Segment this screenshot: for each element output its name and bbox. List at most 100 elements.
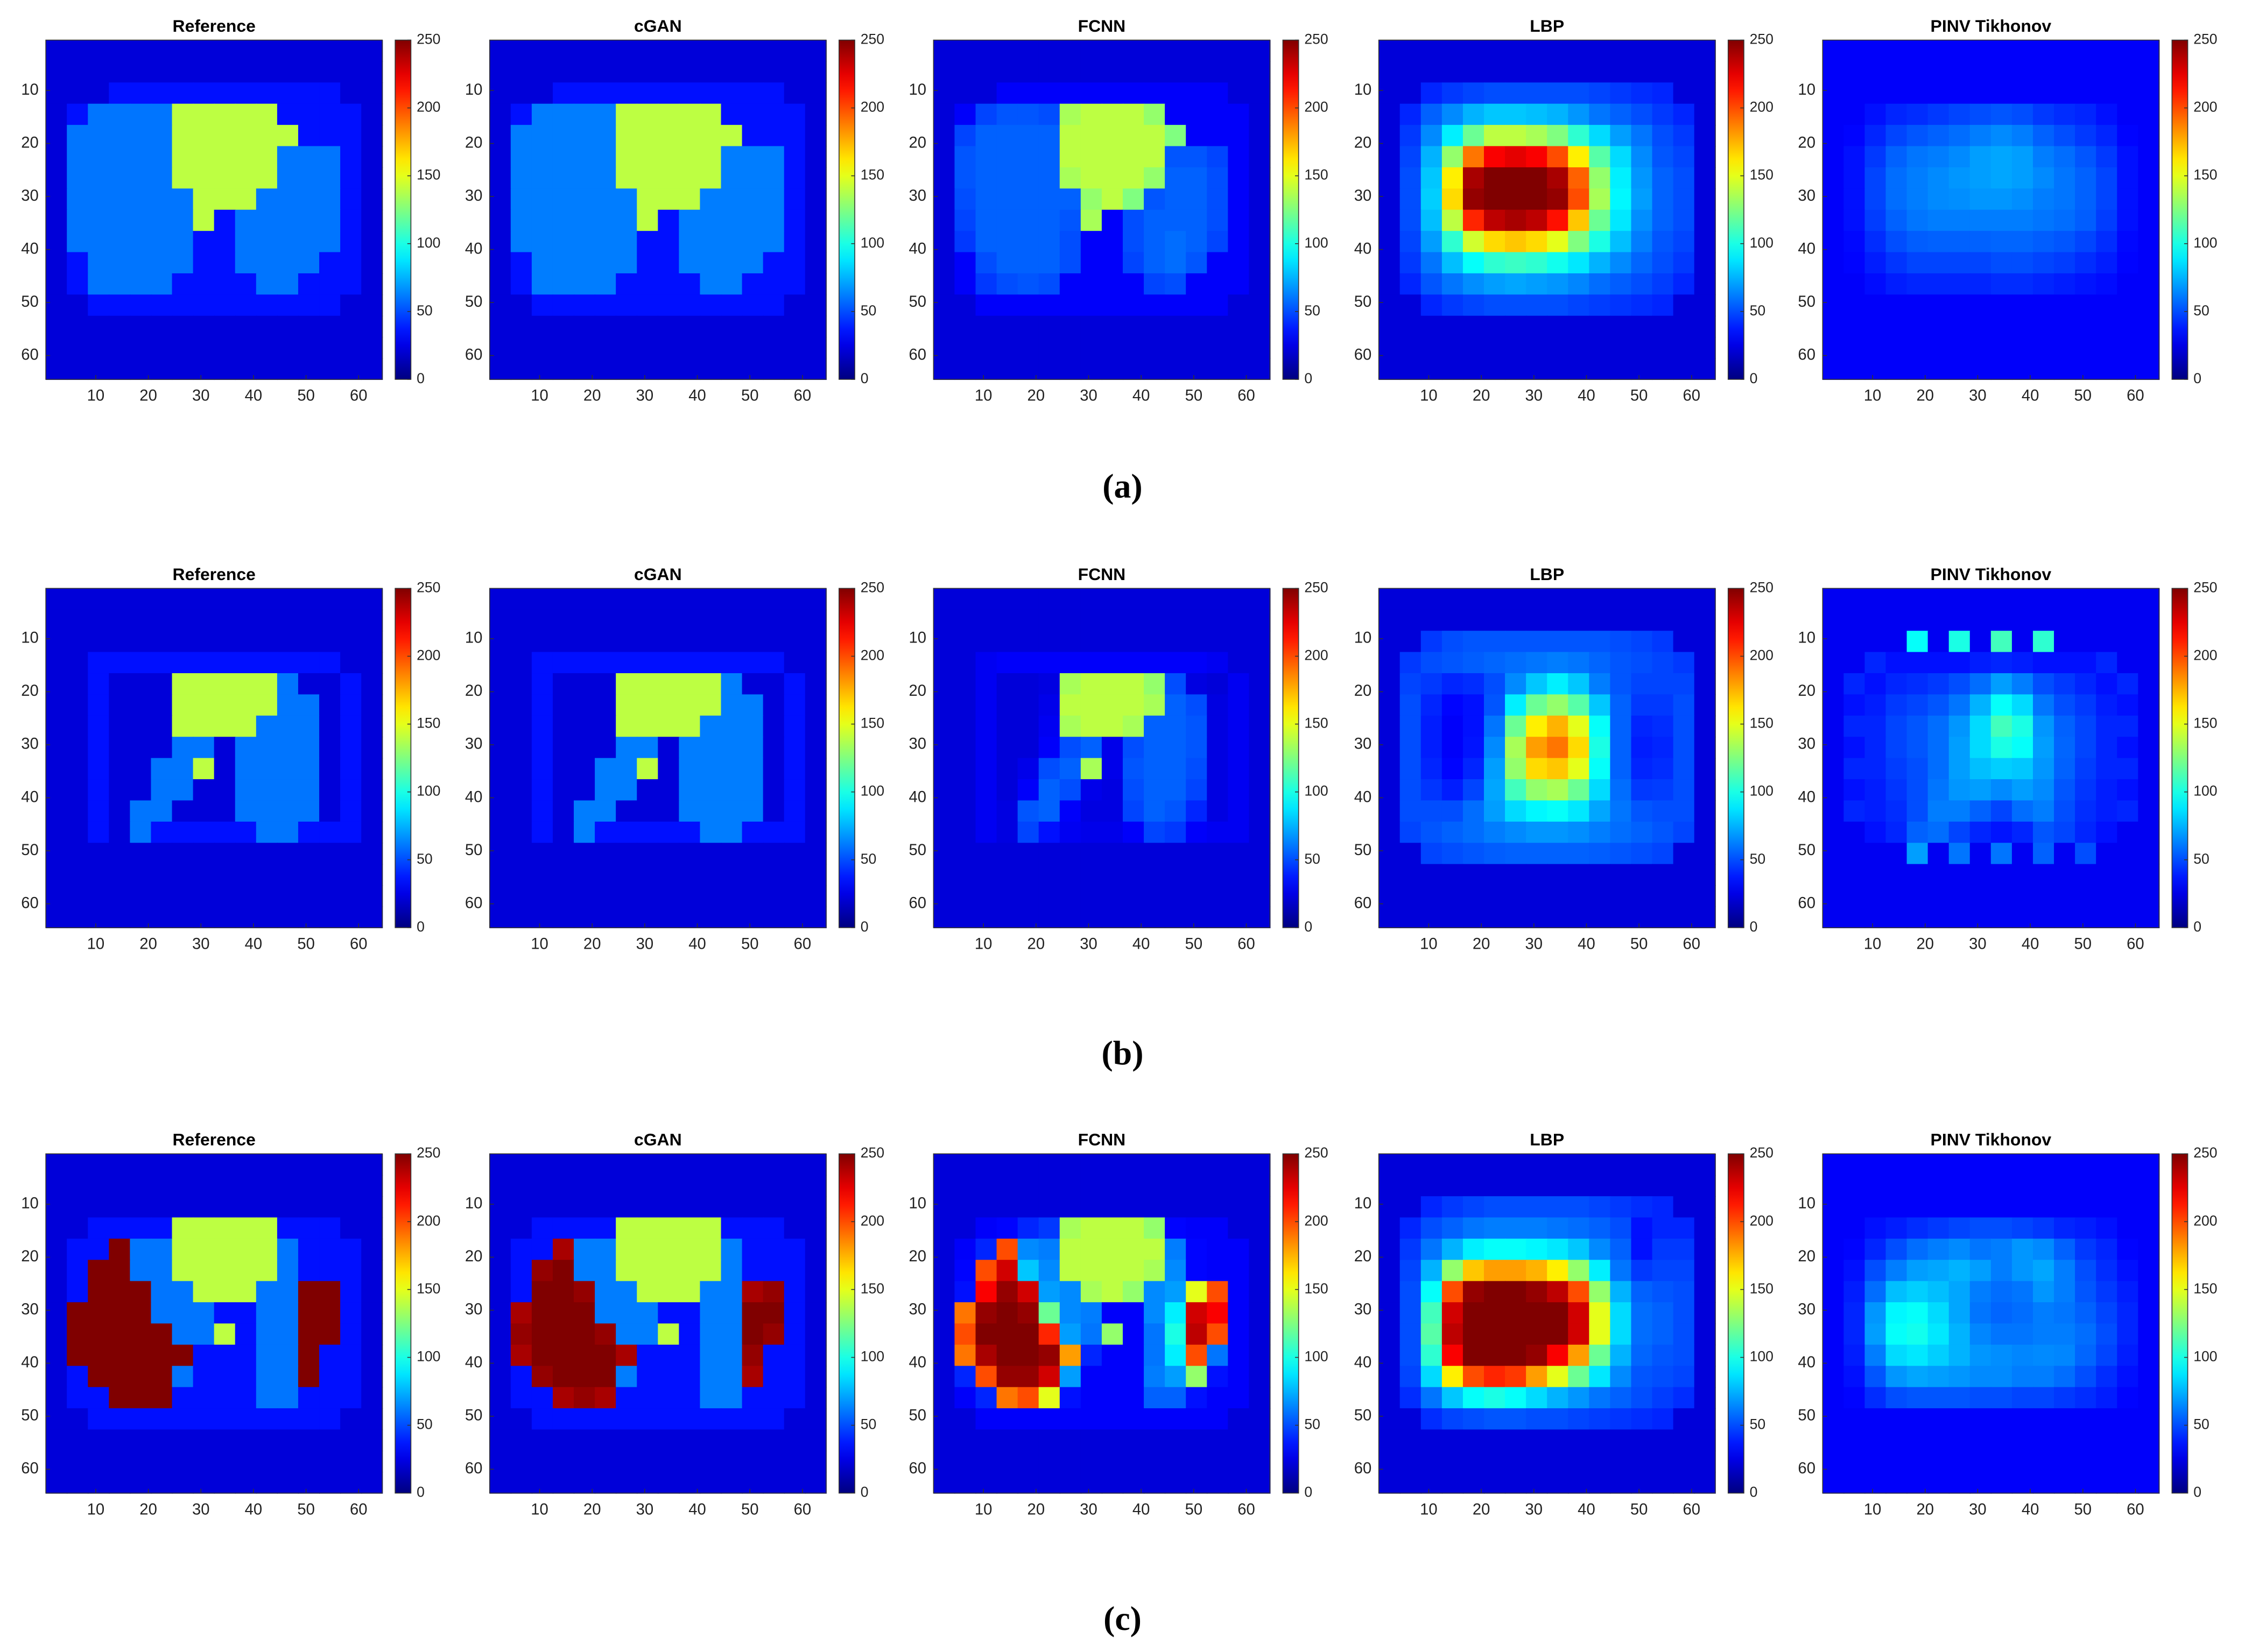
heatmap-cell [67, 188, 89, 210]
colorbar-tick-label: 150 [1750, 1280, 1774, 1296]
heatmap-cell [1101, 673, 1124, 695]
heatmap-cell [742, 652, 764, 674]
heatmap-cell [1420, 631, 1442, 653]
heatmap-cell [531, 188, 554, 210]
heatmap-cell [193, 588, 215, 610]
heatmap-cell [1547, 273, 1569, 295]
heatmap-cell [172, 715, 194, 738]
heatmap-cell [1843, 82, 1866, 104]
heatmap-cell [531, 167, 554, 189]
heatmap-cell [1948, 315, 1970, 338]
heatmap-cell [1843, 694, 1866, 716]
heatmap-cell [510, 1366, 532, 1388]
heatmap-cell [616, 758, 638, 780]
heatmap-cell [1568, 167, 1590, 189]
heatmap-cell [574, 821, 596, 844]
heatmap-cell [1249, 779, 1271, 801]
heatmap-cell [552, 694, 575, 716]
heatmap-cell [1906, 821, 1929, 844]
heatmap-cell [1927, 1472, 1950, 1494]
heatmap-cell [742, 1281, 764, 1303]
heatmap-cell [996, 1281, 1018, 1303]
heatmap-cell [595, 1366, 617, 1388]
heatmap-cell [805, 167, 827, 189]
heatmap-cell [637, 821, 659, 844]
heatmap-cell [1843, 1323, 1866, 1345]
heatmap-cell [1399, 1196, 1421, 1218]
heatmap-cell [1462, 103, 1485, 126]
heatmap-cell [151, 231, 173, 253]
heatmap-cell [1441, 315, 1463, 338]
heatmap-cell [1864, 694, 1887, 716]
heatmap-cell [1101, 337, 1124, 359]
heatmap-cell [742, 1175, 764, 1197]
heatmap-cell [1228, 631, 1250, 653]
heatmap-cell [489, 737, 511, 759]
heatmap-cell [574, 1323, 596, 1345]
heatmap-cell [256, 631, 278, 653]
heatmap-cell [1673, 1366, 1695, 1388]
heatmap-cell [1631, 1387, 1653, 1409]
x-tick-label: 10 [531, 1501, 548, 1518]
heatmap-cell [214, 1387, 236, 1409]
x-tick-label: 20 [139, 387, 157, 405]
heatmap-cell [933, 188, 955, 210]
heatmap-cell [130, 1323, 152, 1345]
heatmap-cell [1420, 588, 1442, 610]
heatmap-cell [1165, 82, 1187, 104]
heatmap-cell [256, 1408, 278, 1430]
heatmap-cell [763, 358, 785, 380]
heatmap-cell [2032, 315, 2055, 338]
heatmap-cell [109, 315, 131, 338]
heatmap-cell [1885, 652, 1908, 674]
heatmap-cell [1822, 588, 1845, 610]
heatmap-cell [1864, 779, 1887, 801]
heatmap-cell [1610, 631, 1632, 653]
heatmap-cell [88, 1281, 110, 1303]
heatmap-cell [1526, 1472, 1548, 1494]
heatmap-cell [1906, 885, 1929, 907]
heatmap-cell [2032, 294, 2055, 316]
heatmap-cell [975, 1175, 997, 1197]
heatmap-cell [679, 252, 701, 274]
heatmap-cell [616, 103, 638, 126]
heatmap-cell [2096, 1281, 2118, 1303]
heatmap-cell [1927, 1429, 1950, 1451]
heatmap-cell [1948, 1217, 1970, 1239]
heatmap-cell [1101, 588, 1124, 610]
heatmap-cell [1059, 1429, 1081, 1451]
heatmap-cell [1927, 1238, 1950, 1261]
heatmap-cell [1589, 61, 1611, 83]
heatmap-cell [616, 1217, 638, 1239]
heatmap-cell [277, 209, 299, 232]
heatmap-cell [510, 1450, 532, 1473]
heatmap-cell [1462, 188, 1485, 210]
heatmap-cell [67, 358, 89, 380]
heatmap-cell [637, 1238, 659, 1261]
y-tick-label: 50 [909, 293, 927, 310]
x-tick-label: 30 [1525, 1501, 1543, 1518]
heatmap-cell [552, 715, 575, 738]
heatmap-cell [361, 737, 383, 759]
colorbar-tick-label: 150 [861, 1280, 884, 1296]
heatmap-cell [2117, 125, 2139, 147]
heatmap-cell [88, 82, 110, 104]
heatmap-cell [1864, 82, 1887, 104]
heatmap-cell [2075, 1238, 2097, 1261]
heatmap-cell [277, 1154, 299, 1176]
heatmap-cell [954, 61, 976, 83]
heatmap-cell [616, 315, 638, 338]
heatmap-cell [658, 1408, 680, 1430]
heatmap-cell [1505, 1260, 1527, 1282]
heatmap-cell [1505, 82, 1527, 104]
heatmap-cell [2032, 231, 2055, 253]
heatmap-cell [1990, 1196, 2012, 1218]
heatmap-cell [298, 1366, 320, 1388]
heatmap-cell [1122, 167, 1145, 189]
heatmap-cell [1017, 1323, 1039, 1345]
heatmap-cell [1990, 715, 2012, 738]
heatmap-cell [172, 273, 194, 295]
heatmap-cell [2011, 737, 2034, 759]
heatmap-cell [1864, 800, 1887, 822]
